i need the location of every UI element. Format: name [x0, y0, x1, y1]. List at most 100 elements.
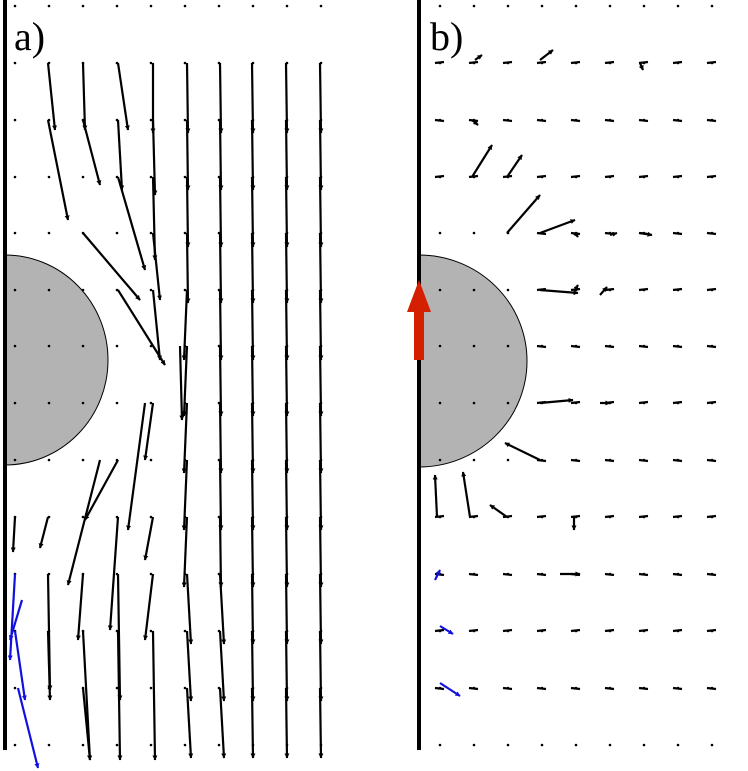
- grid-dot: [506, 458, 510, 462]
- vector-arrow: [151, 630, 158, 761]
- vector-arrow: [151, 289, 163, 361]
- grid-dot: [472, 344, 476, 348]
- vector-arrow: [117, 289, 166, 366]
- vector-tick: [604, 60, 615, 65]
- grid-dot: [183, 231, 187, 235]
- grid-dot: [81, 4, 85, 8]
- vector-tick: [570, 287, 581, 292]
- vector-arrow: [10, 516, 17, 553]
- grid-dot: [319, 4, 323, 8]
- vector-tick: [672, 287, 683, 292]
- grid-dot: [149, 61, 153, 65]
- panel-label: b): [430, 14, 463, 59]
- vector-tick: [536, 344, 547, 349]
- grid-dot: [47, 288, 51, 292]
- vector-arrow: [432, 474, 439, 518]
- vector-tick: [604, 572, 615, 577]
- vector-arrow: [151, 119, 158, 196]
- vector-tick: [434, 628, 445, 633]
- vector-arrow: [185, 687, 194, 759]
- grid-dot: [115, 401, 119, 405]
- vector-tick: [672, 174, 683, 179]
- vector-tick: [570, 572, 581, 577]
- grid-dot: [149, 4, 153, 8]
- vector-tick: [570, 458, 581, 463]
- vector-arrow: [116, 62, 130, 131]
- grid-dot: [574, 4, 578, 8]
- vector-arrow: [143, 573, 155, 641]
- grid-dot: [710, 743, 714, 747]
- vector-arrow: [46, 630, 53, 701]
- vector-tick: [706, 572, 717, 577]
- grid-dot: [183, 629, 187, 633]
- vector-arrow: [504, 442, 541, 461]
- vector-arrow: [638, 62, 645, 71]
- vector-tick: [570, 514, 581, 519]
- vector-tick: [672, 60, 683, 65]
- grid-dot: [642, 4, 646, 8]
- vector-tick: [706, 287, 717, 292]
- grid-dot: [149, 175, 153, 179]
- vector-arrow: [178, 345, 185, 421]
- grid-dot: [47, 4, 51, 8]
- vector-arrow: [107, 516, 120, 631]
- grid-dot: [81, 458, 85, 462]
- grid-dot: [183, 743, 187, 747]
- grid-dot: [13, 401, 17, 405]
- vector-tick: [604, 287, 615, 292]
- vector-arrow: [539, 49, 554, 61]
- vector-arrow: [181, 289, 189, 361]
- red-arrow: [407, 280, 431, 360]
- vector-tick: [706, 60, 717, 65]
- obstacle: [418, 254, 528, 468]
- grid-dot: [81, 344, 85, 348]
- vector-tick: [638, 118, 649, 123]
- grid-dot: [183, 288, 187, 292]
- vector-tick: [638, 458, 649, 463]
- grid-dot: [149, 458, 153, 462]
- grid-dot: [506, 344, 510, 348]
- vector-arrow: [506, 154, 523, 178]
- vector-arrow: [8, 599, 24, 641]
- vector-arrow: [46, 62, 58, 131]
- vector-tick: [604, 514, 615, 519]
- vector-arrow: [81, 62, 88, 131]
- grid-dot: [285, 4, 289, 8]
- vector-tick: [706, 458, 717, 463]
- vector-tick: [604, 231, 615, 236]
- grid-dot: [217, 4, 221, 8]
- vector-tick: [502, 118, 513, 123]
- vector-tick: [706, 231, 717, 236]
- vector-tick: [672, 686, 683, 691]
- vector-tick: [638, 400, 649, 405]
- grid-dot: [608, 743, 612, 747]
- vector-tick: [536, 60, 547, 65]
- vector-arrow: [185, 630, 194, 702]
- vector-tick: [570, 344, 581, 349]
- obstacle: [4, 254, 109, 466]
- grid-dot: [13, 231, 17, 235]
- vector-tick: [536, 231, 547, 236]
- vector-arrow: [75, 573, 85, 641]
- grid-dot: [115, 344, 119, 348]
- vector-arrow: [461, 471, 472, 518]
- vector-tick: [468, 686, 479, 691]
- vector-arrow: [126, 402, 147, 531]
- vector-tick: [706, 118, 717, 123]
- vector-arrow: [218, 630, 227, 702]
- vector-tick: [434, 174, 445, 179]
- vector-tick: [706, 344, 717, 349]
- grid-dot: [149, 118, 153, 122]
- grid-dot: [438, 288, 442, 292]
- vector-arrow: [439, 682, 461, 697]
- vector-tick: [468, 572, 479, 577]
- grid-dot: [115, 4, 119, 8]
- vector-tick: [604, 174, 615, 179]
- grid-dot: [540, 4, 544, 8]
- vector-tick: [536, 572, 547, 577]
- grid-dot: [183, 61, 187, 65]
- vector-tick: [468, 60, 479, 65]
- vector-arrow: [116, 176, 147, 271]
- grid-dot: [149, 629, 153, 633]
- vector-tick: [434, 514, 445, 519]
